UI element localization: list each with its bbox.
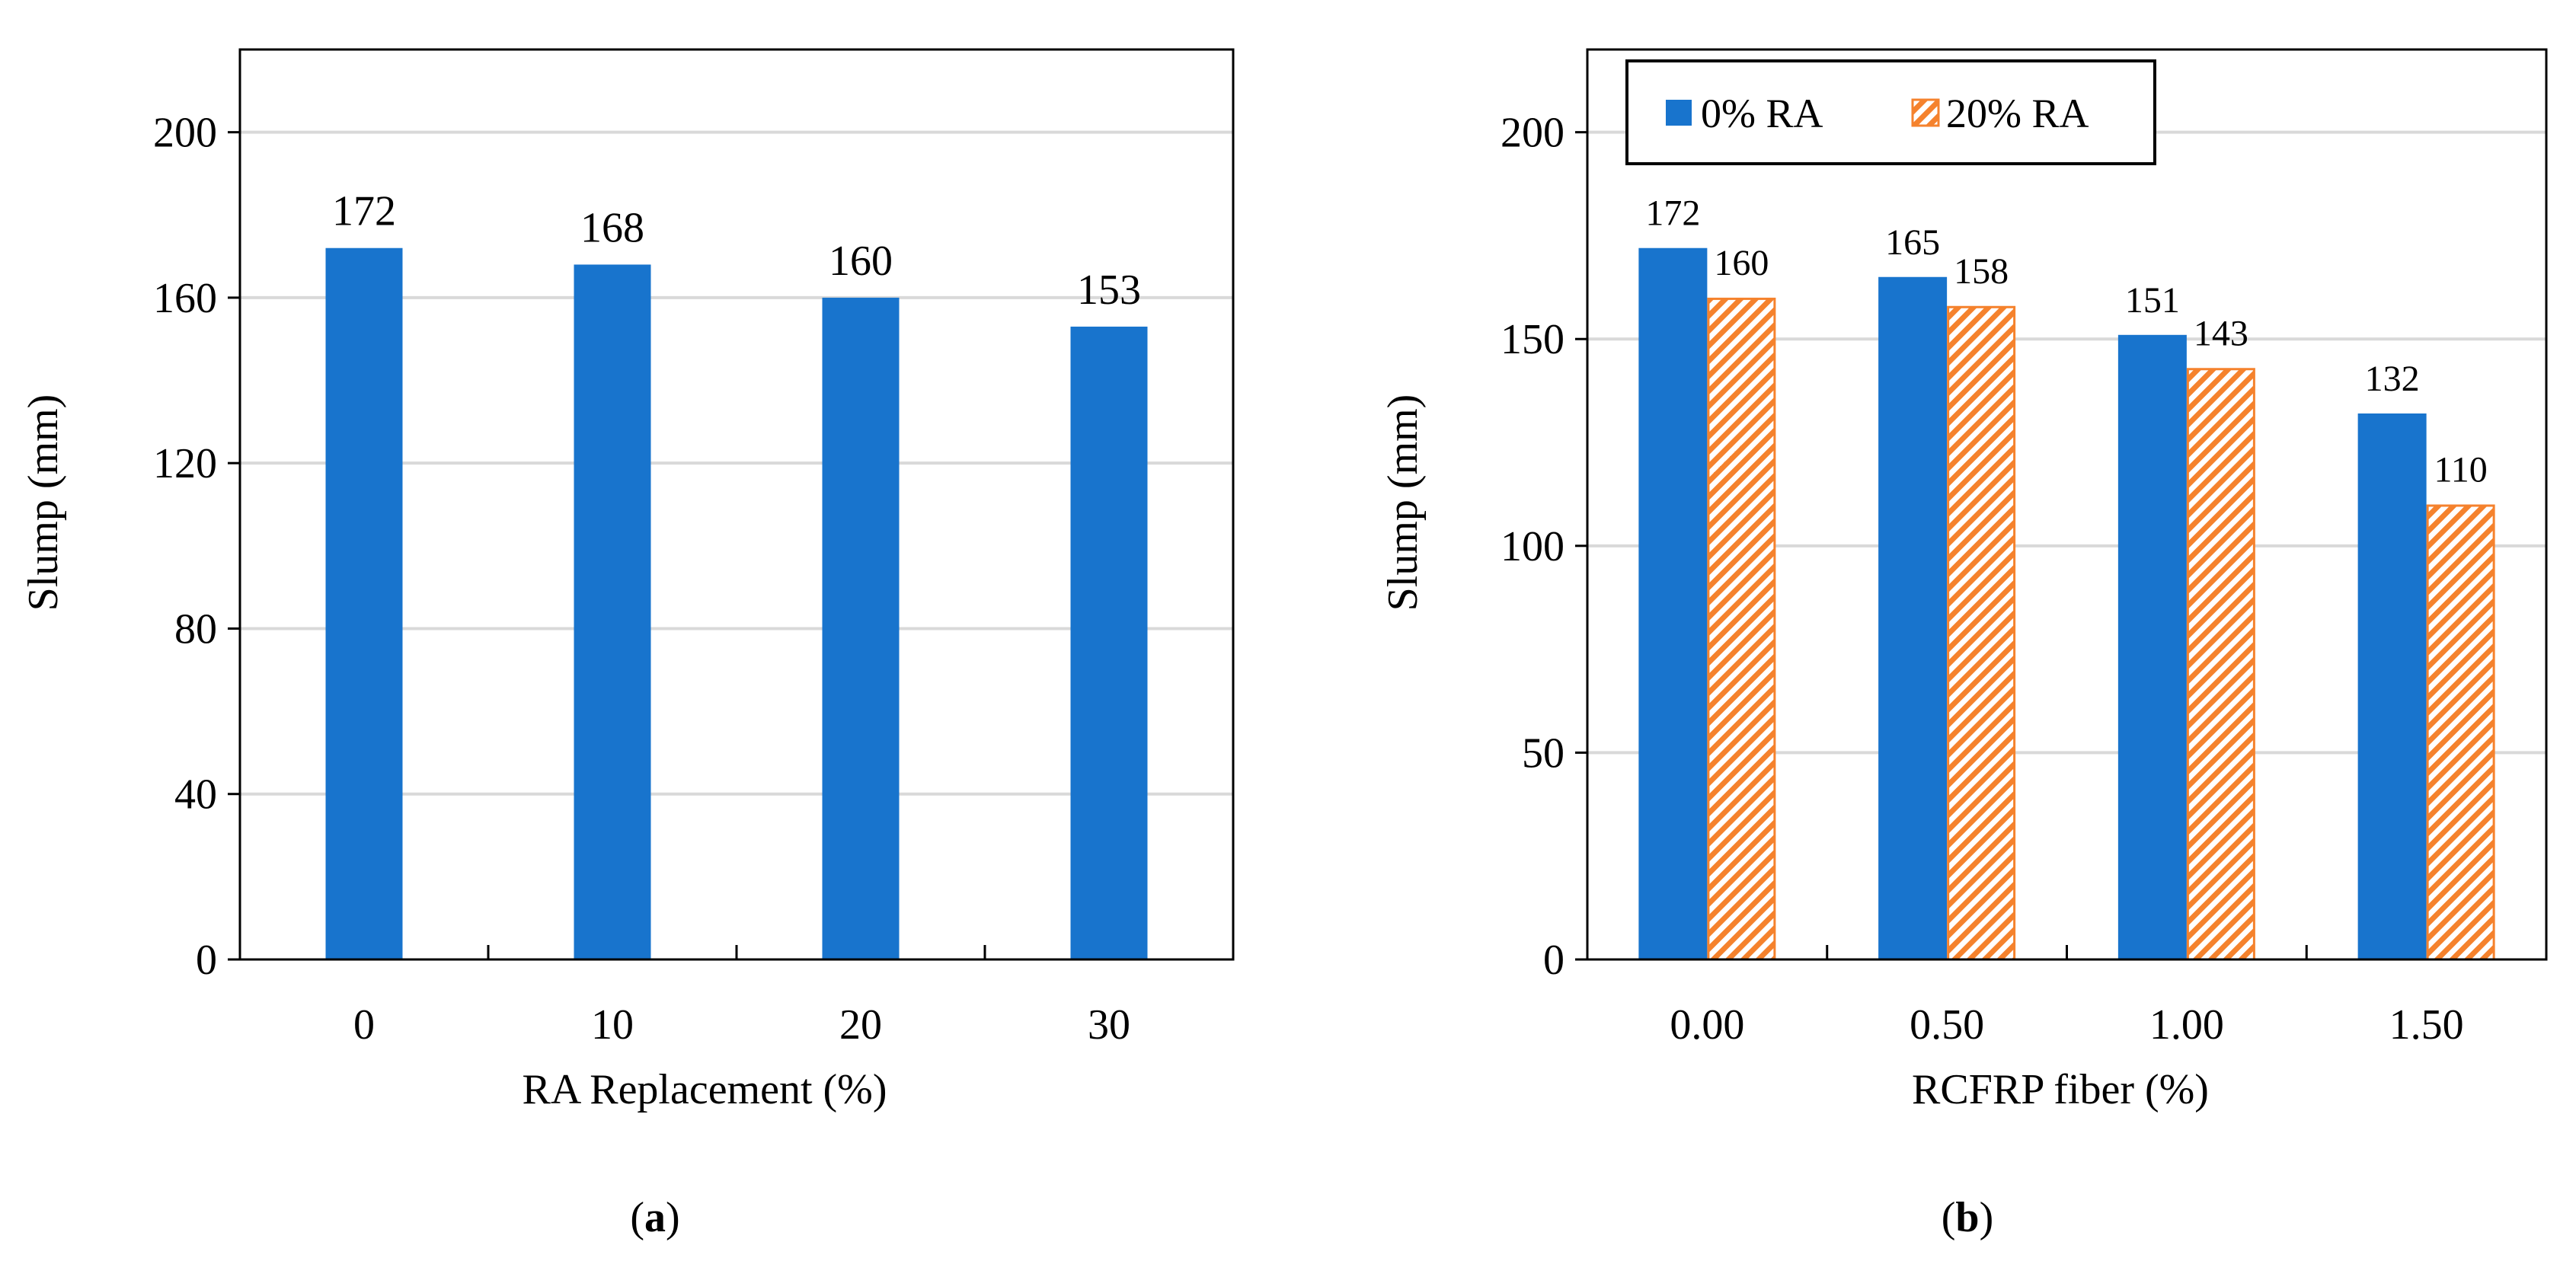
y-tick-label: 150 <box>1501 316 1564 363</box>
legend-swatch-20pct-ra <box>1911 98 1940 127</box>
x-tick-label: 1.00 <box>2149 1001 2224 1049</box>
y-axis-title: Slump (mm) <box>1379 394 1427 611</box>
bar-10 <box>574 264 651 959</box>
bar-20pct-ra-1.00 <box>2186 368 2255 961</box>
data-label: 165 <box>1885 222 1940 263</box>
panel-label-a: (a) <box>630 1194 679 1241</box>
x-tick-label: 20 <box>839 1001 882 1049</box>
bar-20pct-ra-0.00 <box>1707 297 1776 961</box>
legend-label-20pct-ra: 20% RA <box>1946 91 2089 136</box>
y-tick-label: 50 <box>1522 729 1564 777</box>
bar-0pct-ra-1.00 <box>2117 334 2187 960</box>
x-axis-title: RA Replacement (%) <box>523 1066 887 1113</box>
data-labels: 172 160 165 158 151 143 132 110 <box>1645 193 2487 490</box>
y-tick-label: 40 <box>174 771 217 819</box>
y-tick-label: 200 <box>1501 110 1564 157</box>
x-tick-label: 0 <box>353 1001 375 1049</box>
x-axis-ticks: 0.00 0.50 1.00 1.50 <box>1670 945 2464 1049</box>
data-label: 160 <box>829 238 893 285</box>
data-label: 172 <box>332 188 396 235</box>
data-label: 153 <box>1077 267 1141 314</box>
y-tick-label: 200 <box>153 110 217 157</box>
panel-label-b: (b) <box>1942 1194 1993 1241</box>
data-label: 143 <box>2194 313 2248 353</box>
bar-0pct-ra-1.50 <box>2357 413 2427 959</box>
data-label: 160 <box>1714 243 1769 283</box>
data-labels: 172 168 160 153 <box>332 188 1141 314</box>
y-tick-label: 100 <box>1501 523 1564 570</box>
data-label: 132 <box>2365 359 2420 399</box>
y-tick-label: 0 <box>1543 937 1564 984</box>
bar-20pct-ra-1.50 <box>2426 504 2495 961</box>
legend-box <box>1625 59 2156 165</box>
x-tick-label: 1.50 <box>2389 1001 2464 1049</box>
bar-0 <box>325 247 403 959</box>
y-tick-label: 80 <box>174 605 217 653</box>
legend: 0% RA 20% RA <box>1625 59 2156 165</box>
panel-b: 172 160 165 158 151 143 132 110 0.00 0.50 1.00 1.5… <box>1379 48 2548 1241</box>
x-tick-label: 0.50 <box>1910 1001 1984 1049</box>
bar-0pct-ra-0.50 <box>1878 276 1948 959</box>
y-tick-label: 120 <box>153 440 217 487</box>
grid-lines <box>240 130 1233 796</box>
bar-30 <box>1070 326 1148 959</box>
legend-swatch-0pct-ra <box>1666 100 1692 126</box>
x-tick-label: 30 <box>1088 1001 1130 1049</box>
data-label: 172 <box>1645 193 1700 234</box>
legend-label-0pct-ra: 0% RA <box>1701 91 1823 136</box>
bar-0pct-ra-0.00 <box>1638 247 1708 959</box>
y-tick-label: 160 <box>153 275 217 322</box>
bar-series <box>325 247 1148 960</box>
data-label: 110 <box>2434 450 2488 490</box>
data-label: 151 <box>2125 280 2180 321</box>
bar-series <box>1638 247 2495 961</box>
y-axis-ticks: 0 40 80 120 160 200 <box>153 110 240 984</box>
bar-20 <box>822 297 900 960</box>
y-axis-ticks: 0 50 100 150 200 <box>1501 110 1587 984</box>
x-axis-ticks: 0 10 20 30 <box>353 945 1130 1049</box>
x-tick-label: 10 <box>591 1001 634 1049</box>
bar-20pct-ra-0.50 <box>1947 305 2016 961</box>
data-label: 168 <box>580 204 644 251</box>
data-label: 158 <box>1954 251 2009 292</box>
y-tick-label: 0 <box>196 937 217 984</box>
panel-a: 172 168 160 153 0 10 20 30 0 40 80 120 160 200 Slum… <box>20 48 1235 1241</box>
x-axis-title: RCFRP fiber (%) <box>1912 1066 2209 1113</box>
x-tick-label: 0.00 <box>1670 1001 1744 1049</box>
y-axis-title: Slump (mm) <box>20 394 67 611</box>
